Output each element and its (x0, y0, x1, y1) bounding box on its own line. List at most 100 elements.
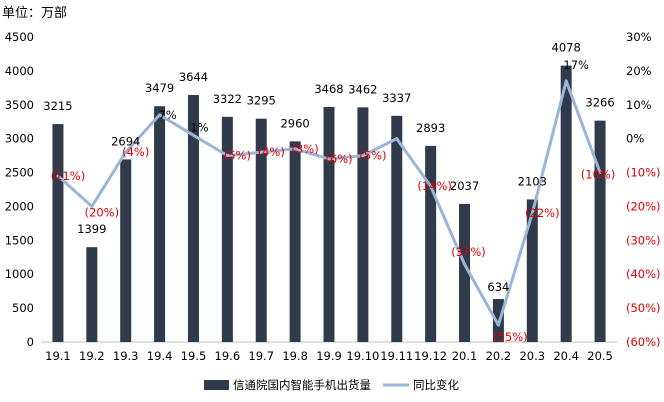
bar (357, 107, 369, 342)
yoy-point (530, 211, 534, 215)
bar (120, 159, 132, 342)
x-tick-label: 20.3 (519, 349, 545, 363)
yoy-value-label: 17% (563, 58, 589, 72)
y-right-tick-label: (10%) (626, 166, 661, 180)
yoy-value-label: (5%) (359, 149, 386, 163)
yoy-point (158, 113, 162, 117)
yoy-value-label: (55%) (493, 330, 528, 344)
bar (323, 106, 335, 343)
bar-value-label: 2960 (280, 116, 309, 130)
yoy-point (496, 323, 500, 327)
y-right-tick-label: (60%) (626, 335, 661, 349)
x-tick-label: 20.5 (587, 349, 613, 363)
yoy-value-label: (4%) (258, 145, 285, 159)
yoy-value-label: (5%) (224, 149, 251, 163)
y-right-tick-label: (20%) (626, 199, 661, 213)
y-left-tick-label: 4500 (5, 30, 34, 44)
yoy-value-label: (3%) (292, 142, 319, 156)
bar (221, 116, 233, 342)
bar-value-label: 4078 (552, 41, 581, 55)
x-tick-label: 19.3 (113, 349, 139, 363)
bar (86, 247, 98, 342)
bar-value-label: 3468 (314, 82, 343, 96)
bar (459, 203, 471, 342)
yoy-point (293, 147, 297, 151)
x-tick-label: 19.7 (248, 349, 274, 363)
yoy-point (225, 154, 229, 158)
bar (391, 115, 403, 342)
bar-value-label: 3295 (247, 94, 276, 108)
x-tick-label: 19.8 (282, 349, 308, 363)
yoy-point (191, 133, 195, 137)
bar-value-label: 3462 (348, 82, 377, 96)
x-tick-label: 19.2 (79, 349, 105, 363)
yoy-value-label: (14%) (417, 179, 452, 193)
yoy-point (395, 137, 399, 141)
bar-value-label: 2037 (450, 179, 479, 193)
bar (425, 145, 437, 342)
bar-value-label: 2103 (518, 174, 547, 188)
x-tick-label: 19.5 (181, 349, 207, 363)
x-tick-label: 19.12 (414, 349, 447, 363)
legend-bar-swatch (204, 380, 229, 390)
bar (526, 199, 538, 342)
y-left-tick-label: 0 (27, 335, 34, 349)
bar-value-label: 634 (487, 280, 509, 294)
yoy-point (259, 150, 263, 154)
x-tick-label: 19.11 (380, 349, 413, 363)
bar (52, 124, 64, 342)
yoy-value-label: (37%) (451, 245, 486, 259)
y-left-tick-label: 1000 (5, 267, 34, 281)
y-left-tick-label: 3000 (5, 132, 34, 146)
yoy-point (598, 171, 602, 175)
yoy-value-label: (11%) (51, 169, 86, 183)
yoy-point (463, 262, 467, 266)
yoy-value-label: (4%) (122, 145, 149, 159)
bar-value-label: 3215 (43, 99, 72, 113)
y-left-tick-label: 2500 (5, 166, 34, 180)
bar-value-label: 3479 (145, 81, 174, 95)
yoy-point (56, 174, 60, 178)
y-left-tick-label: 500 (12, 301, 34, 315)
x-tick-label: 20.1 (452, 349, 478, 363)
yoy-value-label: (6%) (325, 152, 352, 166)
legend-bar-label: 信通院国内智能手机出货量 (233, 378, 371, 392)
unit-label: 单位：万部 (2, 6, 68, 21)
x-tick-label: 19.4 (147, 349, 173, 363)
bar (560, 65, 572, 342)
x-tick-label: 20.2 (486, 349, 512, 363)
y-right-tick-label: 0% (626, 132, 644, 146)
y-right-tick-label: 30% (626, 30, 652, 44)
bar (187, 95, 199, 342)
yoy-value-label: (20%) (85, 205, 120, 219)
y-right-tick-label: 10% (626, 98, 652, 112)
yoy-point (327, 157, 331, 161)
x-tick-label: 19.10 (346, 349, 379, 363)
bar (255, 118, 267, 342)
yoy-point (124, 150, 128, 154)
bar-value-label: 1399 (77, 222, 106, 236)
yoy-point (564, 79, 568, 83)
yoy-point (90, 204, 94, 208)
bar-value-label: 3337 (382, 91, 411, 105)
bar-value-label: 3644 (179, 70, 208, 84)
bar (594, 120, 606, 342)
bar (289, 141, 301, 342)
x-tick-label: 20.4 (553, 349, 579, 363)
y-right-tick-label: (50%) (626, 301, 661, 315)
yoy-value-label: 1% (190, 120, 208, 134)
x-tick-label: 19.6 (215, 349, 241, 363)
yoy-point (361, 154, 365, 158)
yoy-value-label: 7% (158, 108, 176, 122)
legend-line-label: 同比变化 (413, 378, 459, 392)
y-right-tick-label: (30%) (626, 233, 661, 247)
y-right-tick-label: (40%) (626, 267, 661, 281)
bar-value-label: 2694 (111, 134, 140, 148)
yoy-value-label: (10%) (581, 168, 616, 182)
yoy-value-label: (22%) (525, 206, 560, 220)
y-left-tick-label: 3500 (5, 98, 34, 112)
bar-value-label: 3322 (213, 92, 242, 106)
y-left-tick-label: 1500 (5, 233, 34, 247)
x-tick-label: 19.1 (45, 349, 71, 363)
